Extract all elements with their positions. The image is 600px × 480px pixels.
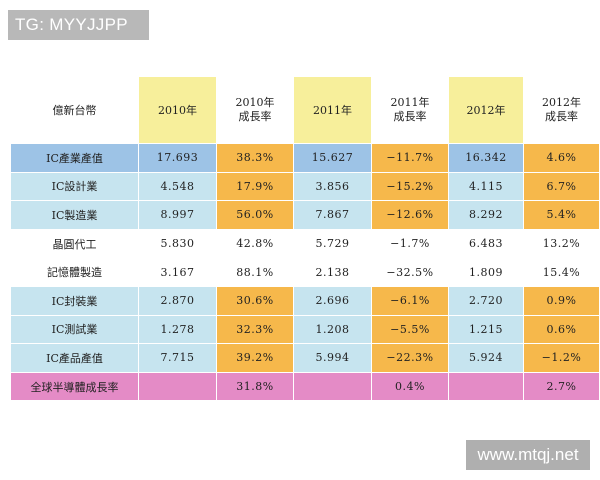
growth-cell: 30.6%: [216, 285, 294, 316]
growth-cell: 13.2%: [523, 228, 600, 259]
col-2011-growth-label: 2011年 成長率: [390, 96, 430, 123]
unit-label: 億新台幣: [10, 76, 139, 144]
row-label: IC產品產值: [10, 343, 139, 373]
table-row: IC封裝業 2.870 30.6% 2.696 −6.1% 2.720 0.9%: [10, 285, 600, 316]
col-2012-growth-label: 2012年 成長率: [542, 96, 581, 123]
col-2012: 2012年: [448, 76, 524, 144]
value-cell: 1.809: [448, 257, 524, 287]
value-cell: 8.292: [448, 200, 524, 230]
semiconductor-table: 億新台幣 2010年 2010年 成長率 2011年 2011年 成長率 2012年…: [10, 76, 600, 402]
value-cell: 3.167: [138, 257, 217, 287]
watermark-top: TG: MYYJJPP: [8, 10, 149, 40]
value-cell: 5.924: [448, 343, 524, 373]
growth-cell: −32.5%: [371, 257, 449, 287]
row-label: IC製造業: [10, 200, 139, 230]
growth-cell: 4.6%: [523, 143, 600, 173]
value-cell: 2.720: [448, 285, 524, 316]
growth-cell: −22.3%: [371, 343, 449, 373]
value-cell: 4.548: [138, 171, 217, 202]
growth-cell: 0.9%: [523, 285, 600, 316]
growth-cell: −15.2%: [371, 171, 449, 202]
growth-cell: −6.1%: [371, 285, 449, 316]
row-label: 記憶體製造: [10, 257, 139, 287]
row-label: IC封裝業: [10, 285, 139, 316]
value-cell: 15.627: [293, 143, 372, 173]
value-cell: 2.696: [293, 285, 372, 316]
growth-cell: −1.2%: [523, 343, 600, 373]
value-cell: [448, 371, 524, 402]
watermark-bottom: www.mtqj.net: [466, 440, 590, 470]
value-cell: 2.138: [293, 257, 372, 287]
growth-cell: 0.4%: [371, 371, 449, 402]
value-cell: 4.115: [448, 171, 524, 202]
growth-cell: 6.7%: [523, 171, 600, 202]
growth-cell: 32.3%: [216, 314, 294, 345]
value-cell: 16.342: [448, 143, 524, 173]
row-label: 晶圓代工: [10, 228, 139, 259]
table-row: IC製造業 8.997 56.0% 7.867 −12.6% 8.292 5.4%: [10, 200, 600, 230]
value-cell: 5.729: [293, 228, 372, 259]
table-row: IC測試業 1.278 32.3% 1.208 −5.5% 1.215 0.6%: [10, 314, 600, 345]
growth-cell: 17.9%: [216, 171, 294, 202]
row-label: IC產業產值: [10, 143, 139, 173]
growth-cell: 5.4%: [523, 200, 600, 230]
growth-cell: −5.5%: [371, 314, 449, 345]
table-row: 記憶體製造 3.167 88.1% 2.138 −32.5% 1.809 15.4%: [10, 257, 600, 287]
value-cell: 5.994: [293, 343, 372, 373]
value-cell: 3.856: [293, 171, 372, 202]
table-row: IC產品產值 7.715 39.2% 5.994 −22.3% 5.924 −1.2%: [10, 343, 600, 373]
col-2010-growth-label: 2010年 成長率: [235, 96, 275, 123]
col-2011-growth: 2011年 成長率: [371, 76, 449, 144]
growth-cell: 38.3%: [216, 143, 294, 173]
value-cell: 17.693: [138, 143, 217, 173]
value-cell: 7.715: [138, 343, 217, 373]
growth-cell: 15.4%: [523, 257, 600, 287]
value-cell: 6.483: [448, 228, 524, 259]
growth-cell: 88.1%: [216, 257, 294, 287]
col-2010: 2010年: [138, 76, 217, 144]
value-cell: 7.867: [293, 200, 372, 230]
value-cell: 1.278: [138, 314, 217, 345]
table-row: 晶圓代工 5.830 42.8% 5.729 −1.7% 6.483 13.2%: [10, 228, 600, 259]
growth-cell: 2.7%: [523, 371, 600, 402]
value-cell: 1.208: [293, 314, 372, 345]
value-cell: [138, 371, 217, 402]
value-cell: 1.215: [448, 314, 524, 345]
value-cell: [293, 371, 372, 402]
header-row: 億新台幣 2010年 2010年 成長率 2011年 2011年 成長率 2012年…: [10, 76, 600, 144]
value-cell: 5.830: [138, 228, 217, 259]
growth-cell: 31.8%: [216, 371, 294, 402]
col-2011: 2011年: [293, 76, 372, 144]
row-label: 全球半導體成長率: [10, 371, 139, 402]
growth-cell: −11.7%: [371, 143, 449, 173]
table-row: IC產業產值 17.693 38.3% 15.627 −11.7% 16.342 4.6%: [10, 143, 600, 173]
value-cell: 2.870: [138, 285, 217, 316]
row-label: IC測試業: [10, 314, 139, 345]
table-body: IC產業產值 17.693 38.3% 15.627 −11.7% 16.342 4.6% I…: [10, 143, 600, 402]
table-row: 全球半導體成長率 31.8% 0.4% 2.7%: [10, 371, 600, 402]
growth-cell: −12.6%: [371, 200, 449, 230]
growth-cell: −1.7%: [371, 228, 449, 259]
growth-cell: 0.6%: [523, 314, 600, 345]
value-cell: 8.997: [138, 200, 217, 230]
table-row: IC設計業 4.548 17.9% 3.856 −15.2% 4.115 6.7%: [10, 171, 600, 202]
row-label: IC設計業: [10, 171, 139, 202]
col-2012-growth: 2012年 成長率: [523, 76, 600, 144]
col-2010-growth: 2010年 成長率: [216, 76, 294, 144]
growth-cell: 42.8%: [216, 228, 294, 259]
growth-cell: 56.0%: [216, 200, 294, 230]
growth-cell: 39.2%: [216, 343, 294, 373]
